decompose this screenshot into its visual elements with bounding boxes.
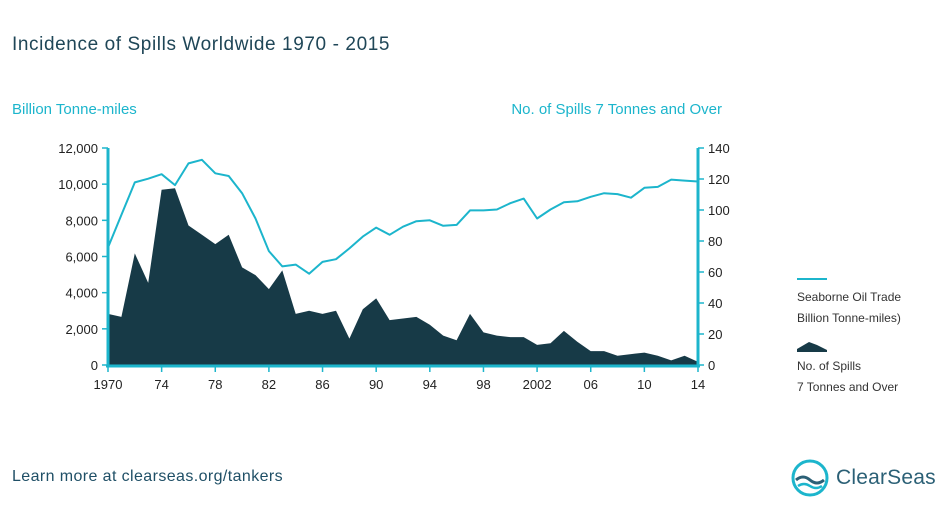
left-tick-label: 0 — [91, 358, 98, 373]
brand-name: ClearSeas — [836, 466, 936, 489]
right-tick-label: 140 — [708, 141, 730, 156]
right-tick-label: 60 — [708, 265, 722, 280]
x-tick-label: 2002 — [523, 377, 552, 392]
legend-label-oil-trade-units: Billion Tonne-miles) — [797, 311, 901, 325]
right-tick-label: 120 — [708, 172, 730, 187]
left-tick-label: 6,000 — [65, 250, 98, 265]
x-tick-label: 14 — [691, 377, 705, 392]
left-tick-label: 8,000 — [65, 213, 98, 228]
left-axis-title: Billion Tonne-miles — [12, 101, 137, 118]
legend-label-spills: No. of Spills — [797, 359, 861, 373]
x-tick-label: 82 — [262, 377, 276, 392]
x-tick-label: 10 — [637, 377, 651, 392]
left-tick-label: 4,000 — [65, 286, 98, 301]
right-tick-label: 0 — [708, 358, 715, 373]
x-tick-label: 98 — [476, 377, 490, 392]
legend-area-swatch — [797, 342, 827, 352]
clearseas-wave-icon — [791, 459, 829, 497]
right-axis-title: No. of Spills 7 Tonnes and Over — [511, 101, 722, 118]
x-tick-label: 86 — [315, 377, 329, 392]
right-tick-label: 80 — [708, 234, 722, 249]
spills-area — [108, 188, 698, 365]
right-tick-label: 20 — [708, 327, 722, 342]
legend-label-oil-trade: Seaborne Oil Trade — [797, 290, 901, 304]
x-tick-label: 1970 — [94, 377, 123, 392]
learn-more-link[interactable]: Learn more at clearseas.org/tankers — [12, 468, 284, 485]
x-tick-label: 94 — [423, 377, 437, 392]
left-tick-label: 2,000 — [65, 322, 98, 337]
clearseas-logo: ClearSeas — [790, 458, 936, 498]
x-tick-label: 06 — [583, 377, 597, 392]
left-tick-label: 10,000 — [58, 177, 98, 192]
right-tick-label: 40 — [708, 296, 722, 311]
chart-title: Incidence of Spills Worldwide 1970 - 201… — [12, 34, 391, 55]
legend-label-spills-threshold: 7 Tonnes and Over — [797, 380, 898, 394]
right-tick-label: 100 — [708, 203, 730, 218]
x-tick-label: 90 — [369, 377, 383, 392]
left-tick-label: 12,000 — [58, 141, 98, 156]
oil-trade-line — [107, 158, 699, 275]
x-tick-label: 78 — [208, 377, 222, 392]
x-tick-label: 74 — [154, 377, 168, 392]
